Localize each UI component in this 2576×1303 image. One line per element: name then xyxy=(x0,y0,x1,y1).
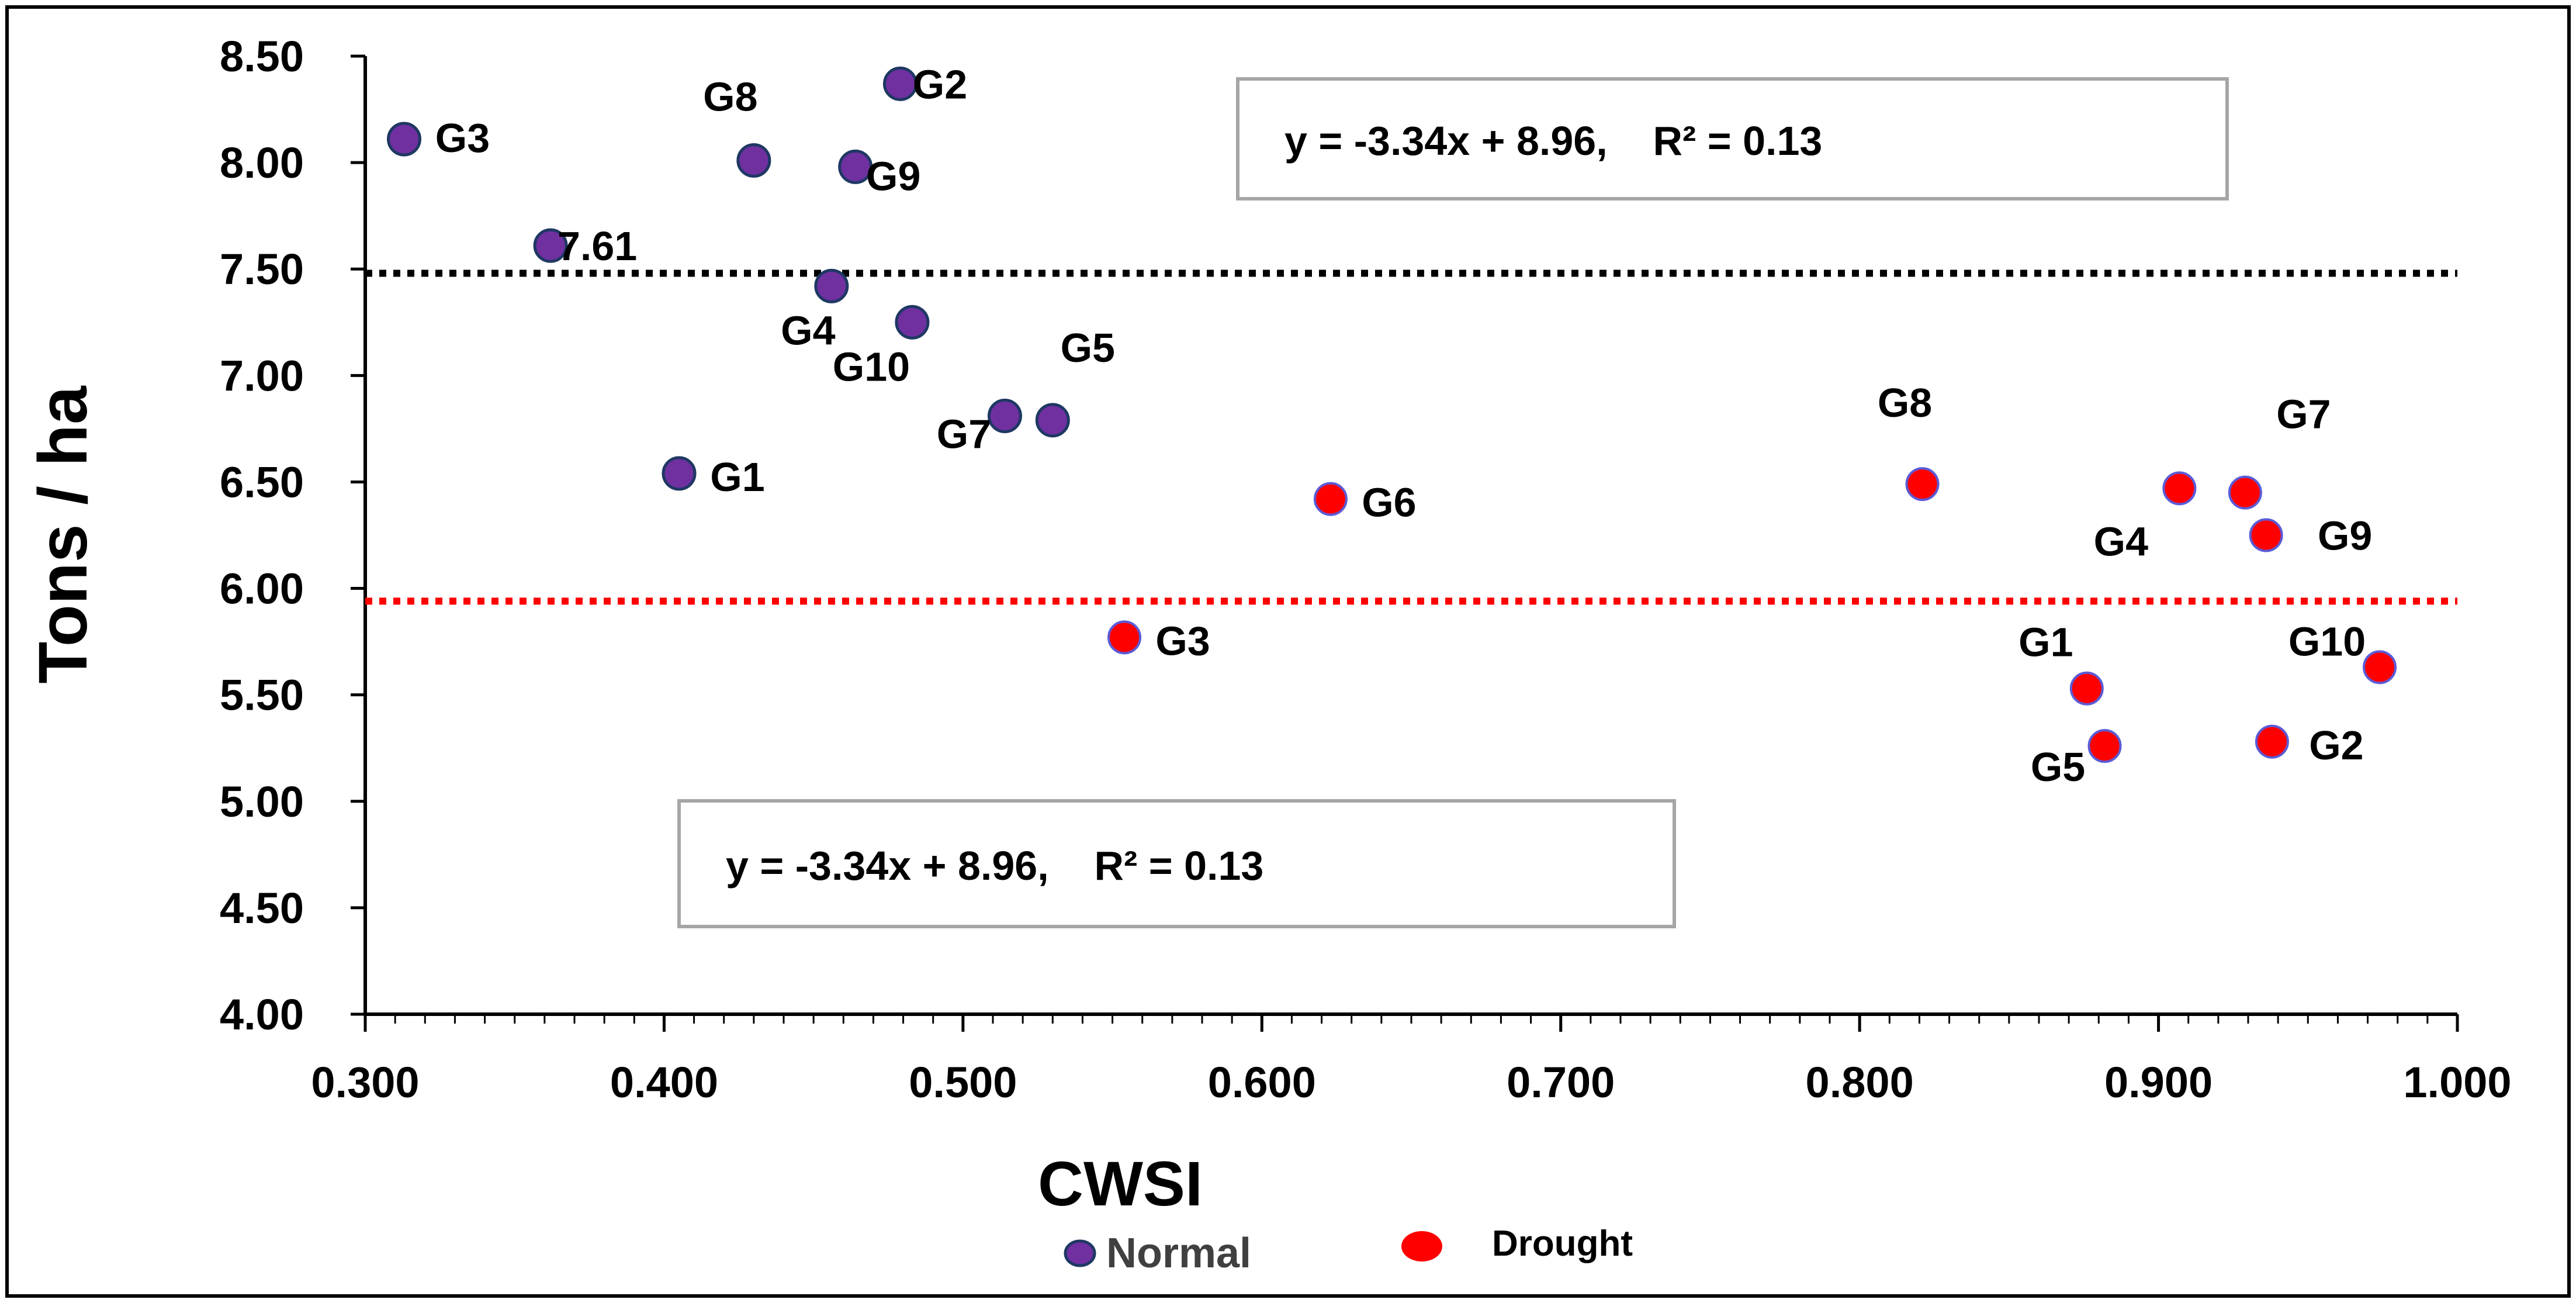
equation-box-top: y = -3.34x + 8.96, R² = 0.13 xyxy=(1236,77,2229,201)
drought-point-label: G2 xyxy=(2309,723,2363,768)
drought-point-label: G4 xyxy=(2094,519,2148,564)
y-tick-label: 6.00 xyxy=(220,565,304,613)
y-tick-label: 4.00 xyxy=(220,990,304,1039)
normal-point-label: G8 xyxy=(703,74,757,119)
drought-point-label: G1 xyxy=(2018,620,2073,665)
x-tick-label: 0.700 xyxy=(1507,1058,1615,1107)
y-tick-label: 6.50 xyxy=(220,458,304,506)
legend-drought-marker xyxy=(1401,1231,1442,1261)
normal-point-G7 xyxy=(987,399,1022,434)
normal-point-label: G4 xyxy=(781,307,835,353)
drought-point-G4 xyxy=(2162,471,2197,506)
drought-point-G3 xyxy=(1107,620,1142,655)
x-tick-label: 0.900 xyxy=(2104,1058,2213,1107)
x-tick-label: 0.600 xyxy=(1208,1058,1316,1107)
x-tick-label: 1.000 xyxy=(2403,1058,2511,1107)
drought-point-label: G8 xyxy=(1878,380,1932,426)
y-ticks: 4.00 4.50 5.00 5.50 6.00 6.50 7.00 7.50 8.00 8.50 xyxy=(220,32,365,1039)
x-tick-label: 0.800 xyxy=(1806,1058,1914,1107)
drought-point-label: G3 xyxy=(1155,618,1210,663)
normal-point-G8 xyxy=(736,143,771,178)
x-axis-title: CWSI xyxy=(1038,1148,1203,1219)
x-ticks: 0.300 0.400 0.500 0.600 0.700 0.800 0.900 1.000 xyxy=(311,1014,2512,1107)
drought-point-G9 xyxy=(2249,518,2283,552)
y-tick-label: 4.50 xyxy=(220,884,304,932)
legend-drought-label: Drought xyxy=(1492,1223,1633,1264)
drought-point-label: G6 xyxy=(1362,480,1416,526)
normal-point-label: G2 xyxy=(913,61,967,107)
drought-point-G6 xyxy=(1313,482,1348,516)
normal-point-G1 xyxy=(662,456,697,491)
y-tick-label: 5.00 xyxy=(220,777,304,826)
y-tick-label: 7.50 xyxy=(220,245,304,293)
normal-point-label: G3 xyxy=(435,115,490,161)
chart-frame xyxy=(5,5,2571,1298)
normal-point-G3 xyxy=(386,122,421,157)
drought-point-label: G7 xyxy=(2276,392,2331,437)
normal-point-7.61 xyxy=(533,228,568,263)
y-tick-label: 5.50 xyxy=(220,671,304,720)
data-points xyxy=(386,66,2397,763)
equation-box-bottom: y = -3.34x + 8.96, R² = 0.13 xyxy=(677,799,1676,928)
drought-point-label: G9 xyxy=(2318,513,2372,559)
y-axis-title: Tons / ha xyxy=(25,385,102,684)
normal-point-label: G1 xyxy=(710,454,764,500)
drought-point-G7 xyxy=(2228,475,2262,510)
y-tick-label: 8.50 xyxy=(220,32,304,81)
drought-point-G8 xyxy=(1905,467,1940,502)
normal-point-label: G7 xyxy=(937,412,991,457)
drought-point-G1 xyxy=(2069,671,2104,706)
normal-point-label: G10 xyxy=(833,344,910,389)
x-tick-label: 0.400 xyxy=(610,1058,718,1107)
normal-point-G4 xyxy=(814,268,849,303)
drought-point-G2 xyxy=(2255,724,2289,759)
normal-point-label: 7.61 xyxy=(558,223,637,269)
normal-point-label: G9 xyxy=(866,153,920,199)
mean-lines xyxy=(365,269,2457,605)
drought-point-label: G5 xyxy=(2031,744,2085,790)
drought-point-label: G10 xyxy=(2288,618,2366,664)
normal-point-G2 xyxy=(882,66,917,101)
legend-normal-label: Normal xyxy=(1106,1230,1251,1277)
x-tick-label: 0.300 xyxy=(311,1058,419,1107)
legend: Normal Drought xyxy=(1064,1223,1633,1277)
normal-point-G5 xyxy=(1035,403,1070,438)
normal-point-label: G5 xyxy=(1061,325,1115,371)
x-tick-label: 0.500 xyxy=(909,1058,1017,1107)
normal-point-G10 xyxy=(895,305,930,340)
equation-top: y = -3.34x + 8.96, R² = 0.13 xyxy=(1284,118,1822,164)
equation-bottom: y = -3.34x + 8.96, R² = 0.13 xyxy=(726,843,1263,889)
y-tick-label: 8.00 xyxy=(220,139,304,187)
drought-point-G10 xyxy=(2363,650,2397,685)
legend-normal-marker xyxy=(1064,1239,1096,1267)
drought-point-G5 xyxy=(2087,729,2122,763)
normal-point-G9 xyxy=(838,149,873,184)
y-tick-label: 7.00 xyxy=(220,351,304,400)
